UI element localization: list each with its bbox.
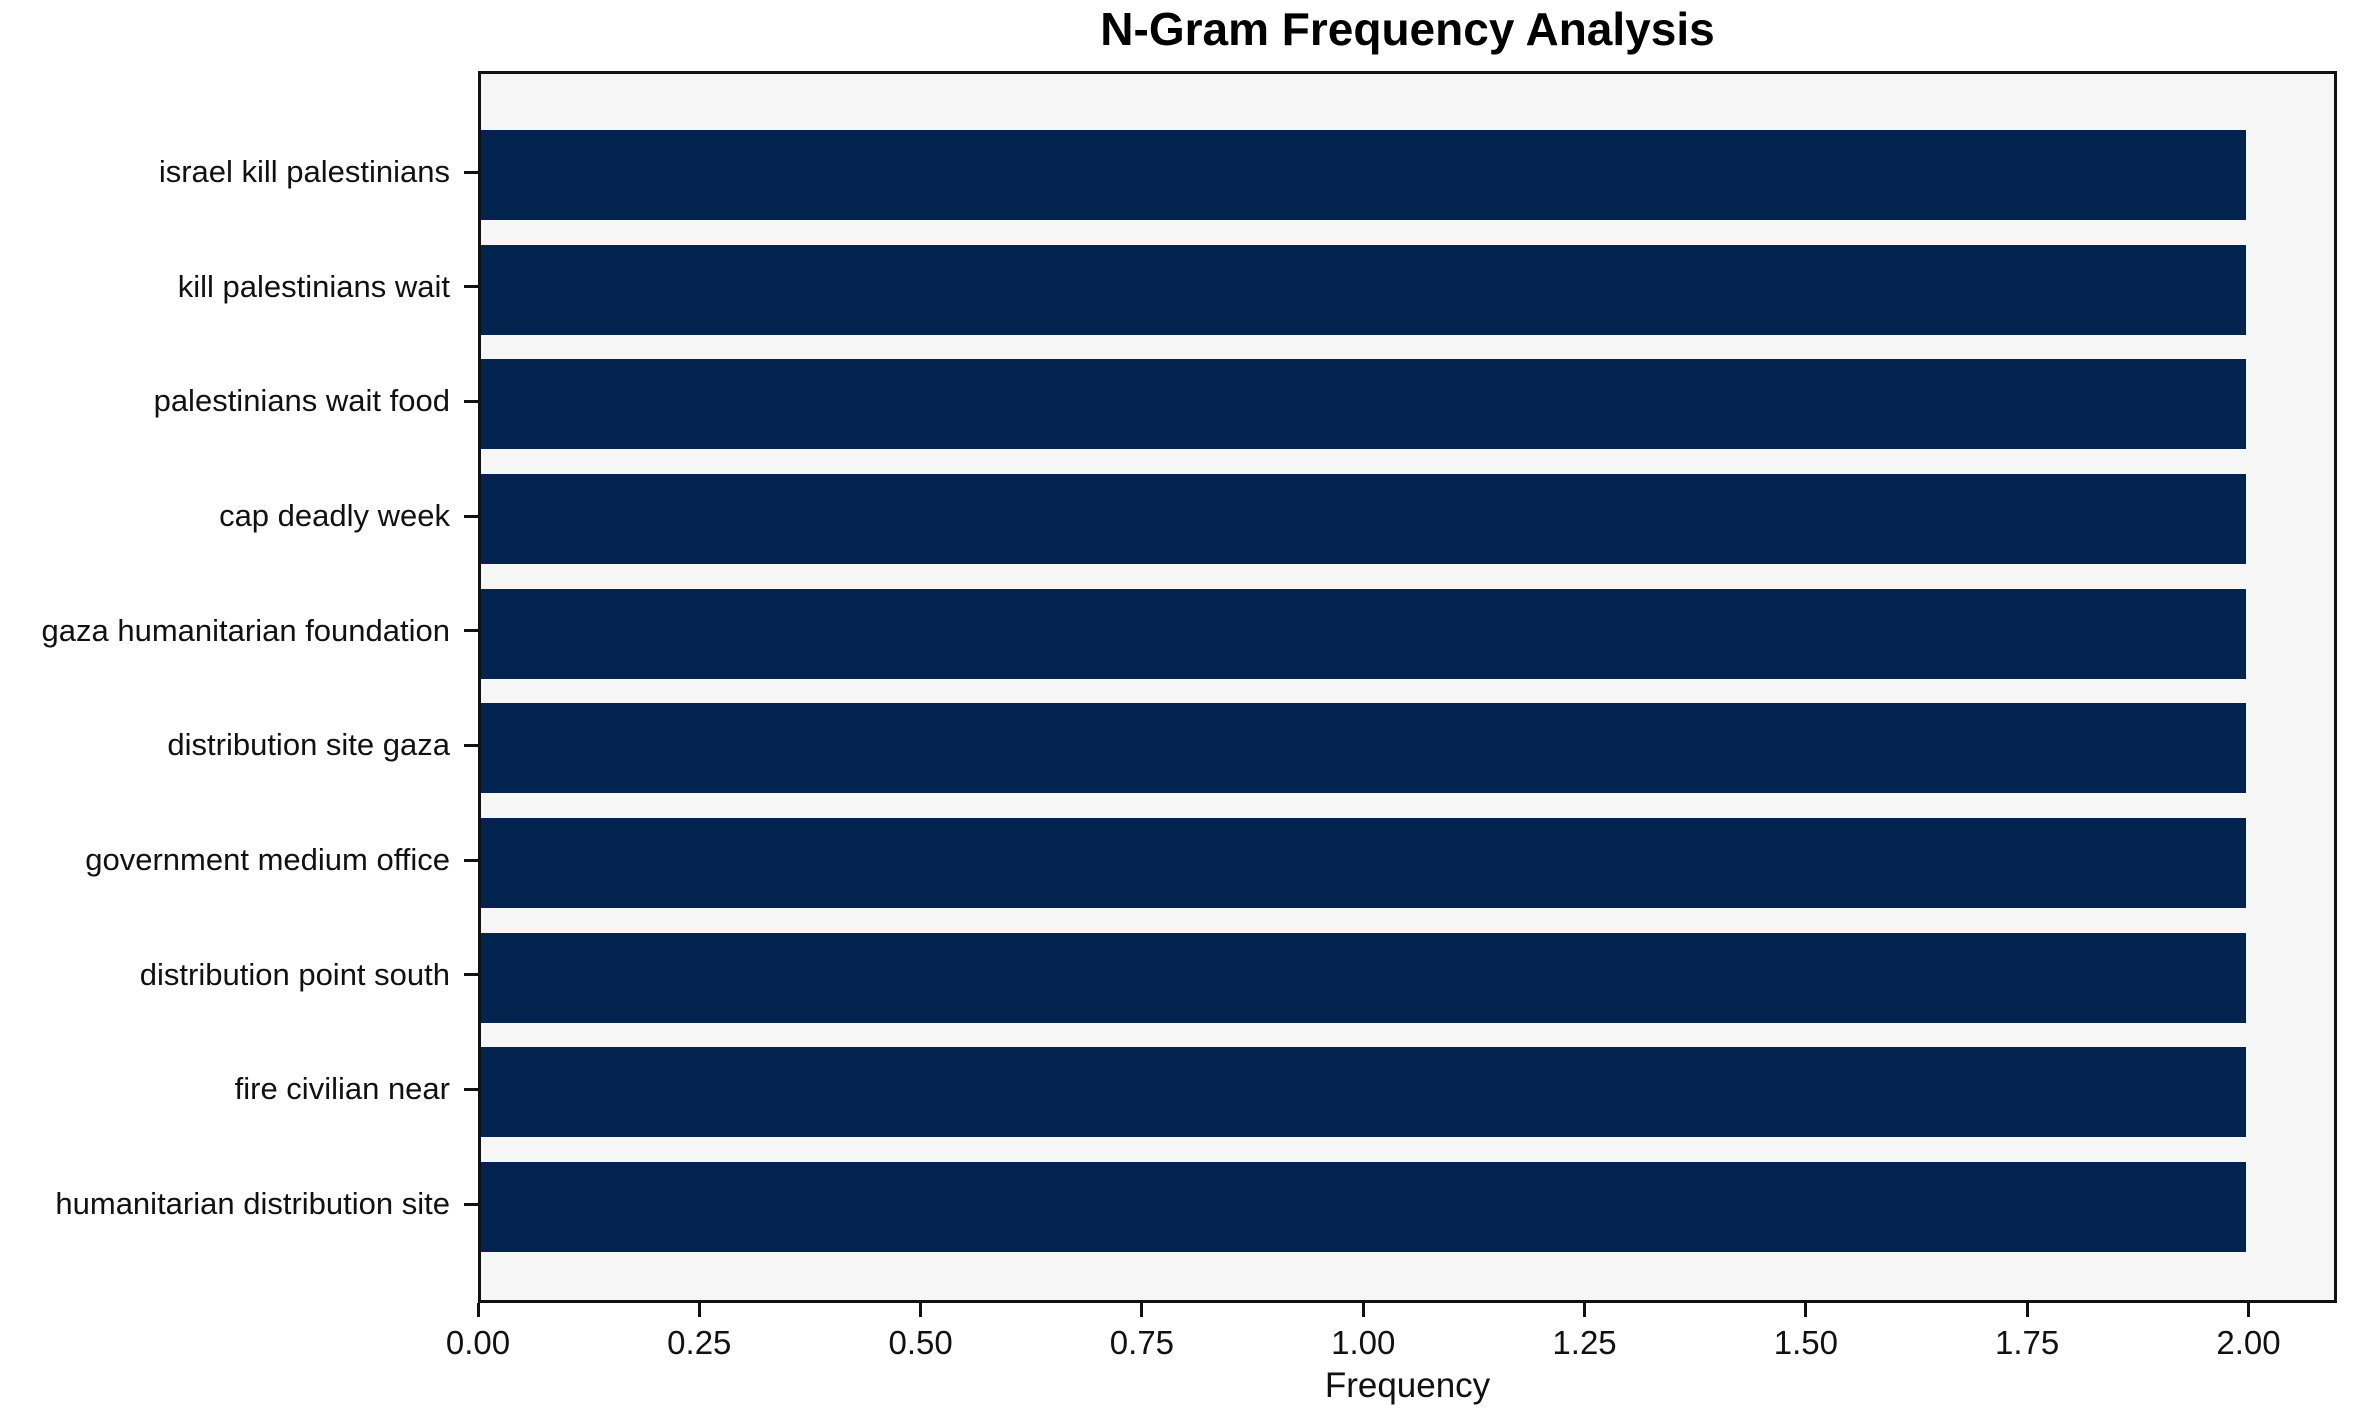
x-tick-label: 1.50 <box>1773 1324 1838 1361</box>
y-tick-label: israel kill palestinians <box>158 154 450 189</box>
bar-israel-kill-palestinians <box>481 130 2246 220</box>
y-tick-label: cap deadly week <box>219 498 450 533</box>
y-tick <box>464 514 478 518</box>
chart-title: N-Gram Frequency Analysis <box>1100 3 1715 55</box>
y-tick-label: distribution site gaza <box>167 727 450 763</box>
y-tick-label: distribution point south <box>139 956 450 992</box>
y-tick <box>464 629 478 633</box>
x-tick-label: 0.50 <box>888 1324 953 1361</box>
bar-kill-palestinians-wait <box>481 244 2246 335</box>
y-tick <box>464 1087 478 1091</box>
x-tick <box>2025 1303 2029 1317</box>
x-tick <box>1140 1303 1144 1317</box>
y-tick <box>464 858 478 862</box>
x-tick-label: 1.25 <box>1552 1324 1617 1361</box>
x-tick <box>2246 1303 2250 1317</box>
y-tick-label: kill palestinians wait <box>177 268 450 304</box>
y-tick-label: palestinians wait food <box>153 383 450 419</box>
x-tick-label: 2.00 <box>2216 1324 2281 1361</box>
x-tick <box>476 1303 480 1317</box>
bar-distribution-point-south <box>481 932 2246 1023</box>
x-tick <box>1361 1303 1365 1317</box>
x-tick-label: 1.00 <box>1331 1324 1396 1361</box>
y-tick <box>464 743 478 747</box>
y-tick <box>464 399 478 403</box>
x-tick-label: 0.00 <box>445 1324 511 1361</box>
bar-humanitarian-distribution-site <box>481 1162 2246 1253</box>
x-tick <box>1583 1303 1587 1317</box>
bar-distribution-site-gaza <box>481 703 2246 794</box>
x-tick <box>919 1303 923 1317</box>
y-tick <box>464 1202 478 1206</box>
bar-government-medium-office <box>481 818 2246 909</box>
bar-cap-deadly-week <box>481 474 2246 564</box>
x-tick-label: 0.75 <box>1109 1324 1175 1361</box>
x-tick-label: 0.25 <box>667 1324 732 1361</box>
y-tick <box>464 285 478 289</box>
x-axis-title: Frequency <box>1324 1366 1491 1405</box>
bar-palestinians-wait-food <box>481 359 2246 450</box>
bar-gaza-humanitarian-foundation <box>481 588 2246 679</box>
y-tick-label: government medium office <box>85 842 450 878</box>
y-tick-label: fire civilian near <box>234 1071 450 1107</box>
x-tick <box>1804 1303 1808 1317</box>
bar-fire-civilian-near <box>481 1047 2246 1138</box>
y-tick-label: humanitarian distribution site <box>55 1186 450 1222</box>
y-tick <box>464 973 478 977</box>
plot-area <box>478 71 2337 1303</box>
y-tick <box>464 170 478 174</box>
x-tick <box>697 1303 701 1317</box>
y-tick-label: gaza humanitarian foundation <box>41 612 450 648</box>
x-tick-label: 1.75 <box>1995 1324 2060 1361</box>
